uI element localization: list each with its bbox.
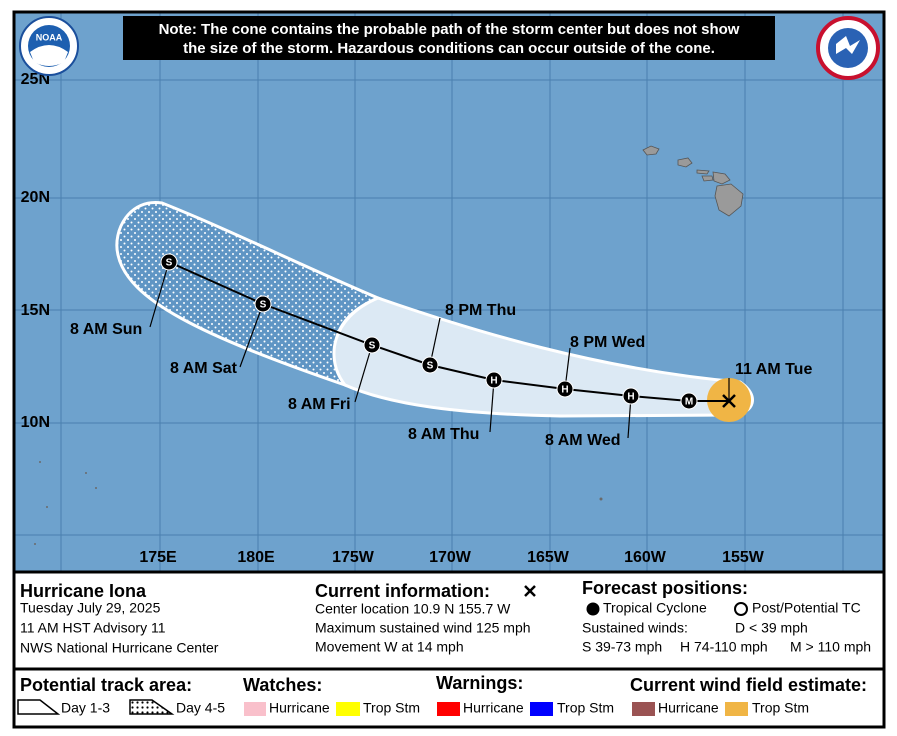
track-letter: M: [685, 397, 693, 408]
track-point: [622, 387, 640, 405]
day13-icon: [17, 699, 61, 715]
nws-logo: [816, 16, 880, 80]
legend-text: Hurricane: [269, 700, 330, 716]
current-position: [722, 394, 736, 408]
track-letter: S: [166, 258, 173, 269]
forecast-text: Tropical Cyclone: [603, 600, 707, 616]
note-text: the size of the storm. Hazardous conditi…: [183, 40, 715, 57]
track-letter: H: [627, 392, 634, 403]
forecast-text: S 39-73 mph: [582, 639, 662, 655]
current-line: Maximum sustained wind 125 mph: [315, 620, 531, 636]
lon-label: 170W: [429, 549, 472, 566]
swatch: [725, 702, 748, 716]
tc-symbol: [586, 602, 600, 616]
track-point: [680, 392, 698, 410]
graticule: [14, 12, 884, 572]
x-symbol: [524, 585, 536, 597]
legend-title: Potential track area:: [20, 675, 192, 695]
lon-label: 175W: [332, 549, 375, 566]
time-label: 8 PM Wed: [570, 334, 645, 351]
legend-text: Hurricane: [463, 700, 524, 716]
legend-text: Day 1-3: [61, 700, 110, 716]
legend-text: Trop Stm: [363, 700, 420, 716]
time-label: 8 AM Thu: [408, 426, 479, 443]
lon-label: 175E: [139, 549, 177, 566]
note-box: [123, 16, 775, 60]
current-line: Center location 10.9 N 155.7 W: [315, 601, 511, 617]
track-letter: H: [561, 385, 568, 396]
legend-text: Trop Stm: [557, 700, 614, 716]
swatch: [632, 702, 655, 716]
track-point: [363, 336, 381, 354]
atolls: [34, 461, 603, 545]
track-letter: S: [369, 341, 376, 352]
lon-label: 165W: [527, 549, 570, 566]
forecast-text: M > 110 mph: [790, 639, 871, 655]
track-point: [556, 380, 574, 398]
forecast-text: Post/Potential TC: [752, 600, 861, 616]
track-point: [485, 371, 503, 389]
swatch: [336, 702, 360, 716]
lat-label: 25N: [21, 71, 50, 88]
legend-text: Day 4-5: [176, 700, 225, 716]
time-label: 8 AM Fri: [288, 396, 351, 413]
forecast-text: H 74-110 mph: [680, 639, 768, 655]
legend-title: Watches:: [243, 675, 322, 695]
lat-label: 10N: [21, 414, 50, 431]
current-title: Current information:: [315, 581, 490, 601]
current-line: Movement W at 14 mph: [315, 639, 464, 655]
swatch: [530, 702, 553, 716]
track-letter: S: [427, 361, 434, 372]
time-label: 8 PM Thu: [445, 302, 516, 319]
noaa-text: NOAA: [36, 32, 63, 42]
time-label: 8 AM Sun: [70, 321, 142, 338]
frame: [12, 10, 886, 729]
track-point: [254, 295, 272, 313]
swatch: [244, 702, 266, 716]
storm-name: Hurricane Iona: [20, 581, 147, 601]
noaa-logo: NOAA: [19, 16, 79, 76]
swatch: [437, 702, 460, 716]
post-tc-symbol: [734, 602, 748, 616]
lat-label: 20N: [21, 189, 50, 206]
advisory: 11 AM HST Advisory 11: [20, 620, 166, 636]
lon-label: 180E: [237, 549, 275, 566]
legend-title: Warnings:: [436, 673, 523, 693]
track-point: [160, 253, 178, 271]
leader-lines: [149, 261, 730, 439]
track-letter: S: [260, 300, 267, 311]
track-point: [421, 356, 439, 374]
center: NWS National Hurricane Center: [20, 640, 219, 656]
lat-label: 15N: [21, 302, 50, 319]
time-label: 8 AM Sat: [170, 360, 238, 377]
lon-label: 155W: [722, 549, 765, 566]
forecast-title: Forecast positions:: [582, 578, 748, 598]
legend-text: Trop Stm: [752, 700, 809, 716]
forecast-text: Sustained winds:: [582, 620, 688, 636]
forecast-text: D < 39 mph: [735, 620, 808, 636]
storm-date: Tuesday July 29, 2025: [20, 600, 161, 616]
time-label: 8 AM Wed: [545, 432, 621, 449]
time-label: 11 AM Tue: [735, 361, 812, 378]
note-text: Note: The cone contains the probable pat…: [159, 21, 740, 38]
legend-title: Current wind field estimate:: [630, 675, 867, 695]
track-letter: H: [490, 376, 497, 387]
lon-label: 160W: [624, 549, 667, 566]
legend-text: Hurricane: [658, 700, 719, 716]
day45-icon: [129, 699, 175, 715]
hawaii-islands: [642, 145, 744, 217]
